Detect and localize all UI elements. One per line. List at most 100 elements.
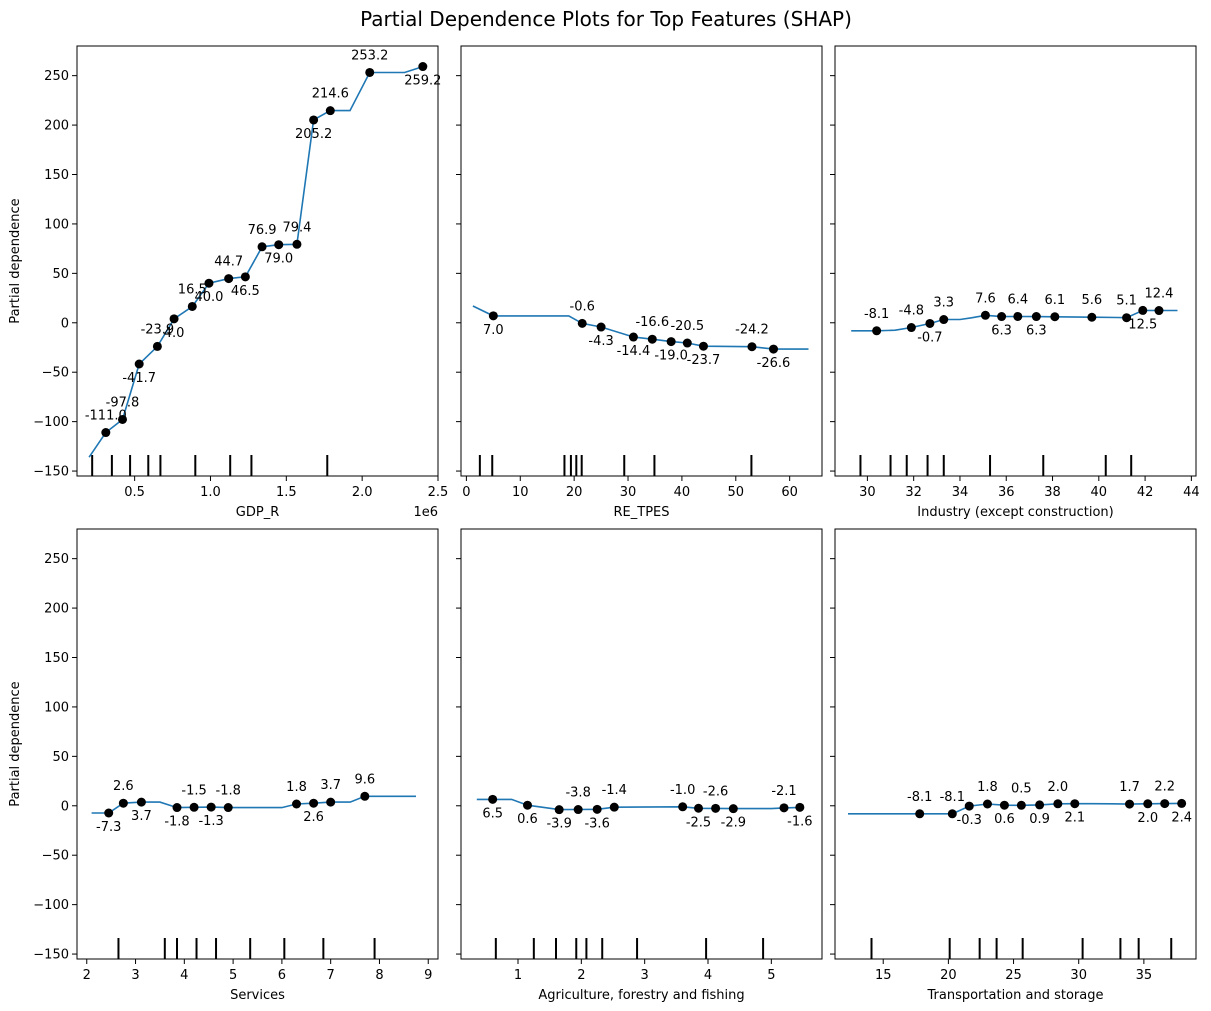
pd-point — [915, 809, 925, 819]
pd-point — [292, 799, 302, 809]
x-tick-label: 42 — [1137, 485, 1154, 500]
pd-value-label: 214.6 — [312, 87, 349, 102]
pd-value-label: 2.2 — [1154, 780, 1175, 795]
x-tick-label: 4 — [704, 968, 712, 983]
pd-value-label: 7.6 — [975, 291, 996, 306]
pd-point — [573, 805, 583, 815]
axes-frame — [460, 528, 823, 960]
pd-value-label: 79.4 — [282, 220, 311, 235]
pd-point — [257, 242, 267, 252]
axes-frame — [76, 45, 439, 477]
pd-point — [172, 803, 182, 813]
y-tick-label: −100 — [33, 898, 69, 913]
x-tick-label: 2 — [577, 968, 585, 983]
pd-point — [947, 809, 957, 819]
x-axis-label: GDP_R — [236, 505, 279, 520]
y-tick-label: 250 — [44, 552, 69, 567]
pd-value-label: 6.1 — [1044, 293, 1065, 308]
x-tick-label: 34 — [952, 485, 969, 500]
pd-point — [189, 802, 199, 812]
pd-value-label: -3.8 — [565, 786, 590, 801]
pd-value-label: -3.9 — [546, 817, 571, 832]
pd-value-label: 2.0 — [1048, 780, 1069, 795]
pd-value-label: 2.0 — [1137, 811, 1158, 826]
pd-point — [104, 808, 114, 818]
pd-value-label: -14.4 — [617, 344, 651, 359]
pd-point — [1053, 799, 1063, 809]
pd-point — [418, 62, 428, 72]
panel-1: −150 −100 −50 0 50 100 150 200 250 0.5 1.0 1.5 2.0 2.… — [8, 45, 448, 520]
x-tick-label: 2 — [83, 968, 91, 983]
pd-point — [101, 428, 111, 438]
y-axis-label: Partial dependence — [8, 681, 23, 806]
pd-point — [1143, 799, 1153, 809]
pd-point — [523, 800, 532, 810]
pd-value-label: 4.0 — [164, 326, 185, 341]
pd-point — [678, 802, 688, 812]
panel-6: 15 20 25 30 35 Transportation and storage -8.1… — [830, 528, 1197, 1003]
pd-value-label: 0.5 — [1011, 781, 1032, 796]
axes-frame — [834, 528, 1197, 960]
x-tick-label: 50 — [728, 485, 745, 500]
x-tick-label: 30 — [859, 485, 876, 500]
pd-value-label: 253.2 — [351, 48, 388, 63]
y-tick-label: −150 — [33, 948, 69, 963]
pd-value-label: -1.6 — [787, 814, 812, 829]
pd-value-label: 259.2 — [404, 74, 441, 89]
pd-point — [309, 115, 319, 125]
pd-point — [666, 337, 676, 347]
pd-value-label: -2.9 — [721, 816, 746, 831]
x-tick-label: 35 — [1136, 968, 1153, 983]
pd-point — [240, 272, 250, 282]
y-tick-label: 100 — [44, 217, 69, 232]
pd-point — [1087, 312, 1097, 322]
pd-point — [1154, 306, 1164, 316]
x-tick-label: 0.5 — [124, 485, 145, 500]
x-axis-label: Agriculture, forestry and fishing — [538, 988, 744, 1003]
pd-value-label: -26.6 — [757, 356, 791, 371]
x-tick-label: 6 — [278, 968, 286, 983]
pd-point — [647, 334, 657, 344]
pd-value-label: -1.8 — [164, 815, 189, 830]
pd-point — [577, 318, 587, 328]
pd-point — [118, 414, 128, 424]
y-tick-label: 200 — [44, 602, 69, 617]
pd-point — [694, 803, 703, 813]
pd-value-label: -23.7 — [687, 353, 721, 368]
pd-value-label: 3.7 — [320, 778, 341, 793]
pd-value-label: 44.7 — [214, 255, 243, 270]
pd-value-label: 40.0 — [194, 290, 223, 305]
y-tick-label: 0 — [61, 316, 69, 331]
x-tick-label: 30 — [1070, 968, 1087, 983]
axes-frame — [460, 45, 823, 477]
pd-value-label: -23.9 — [141, 322, 175, 337]
pd-point — [365, 67, 375, 77]
y-tick-label: 150 — [44, 168, 69, 183]
x-tick-label: 7 — [327, 968, 335, 983]
x-tick-label: 60 — [781, 485, 798, 500]
pd-value-label: -1.4 — [602, 783, 627, 798]
pd-value-label: 9.6 — [354, 772, 375, 787]
pd-value-label: 1.7 — [1119, 780, 1140, 795]
pd-value-label: 1.8 — [286, 780, 307, 795]
pd-value-label: -111.0 — [85, 409, 127, 424]
pd-value-label: -4.8 — [899, 304, 924, 319]
pd-value-label: 5.1 — [1116, 294, 1137, 309]
pd-value-label: -2.6 — [703, 784, 728, 799]
pd-value-label: -41.7 — [122, 371, 156, 386]
pd-value-label: 12.4 — [1144, 287, 1173, 302]
pd-point — [628, 332, 638, 342]
y-tick-label: 0 — [61, 799, 69, 814]
pd-point — [224, 274, 234, 284]
pd-value-label: 76.9 — [248, 223, 277, 238]
pd-value-label: -0.3 — [957, 813, 982, 828]
pd-point — [152, 341, 162, 351]
x-tick-label: 5 — [229, 968, 237, 983]
pd-point — [134, 359, 144, 369]
x-offset-label: 1e6 — [413, 505, 438, 520]
pd-point — [309, 798, 319, 808]
x-tick-label: 9 — [424, 968, 432, 983]
x-tick-label: 20 — [566, 485, 583, 500]
pd-point — [872, 326, 882, 336]
